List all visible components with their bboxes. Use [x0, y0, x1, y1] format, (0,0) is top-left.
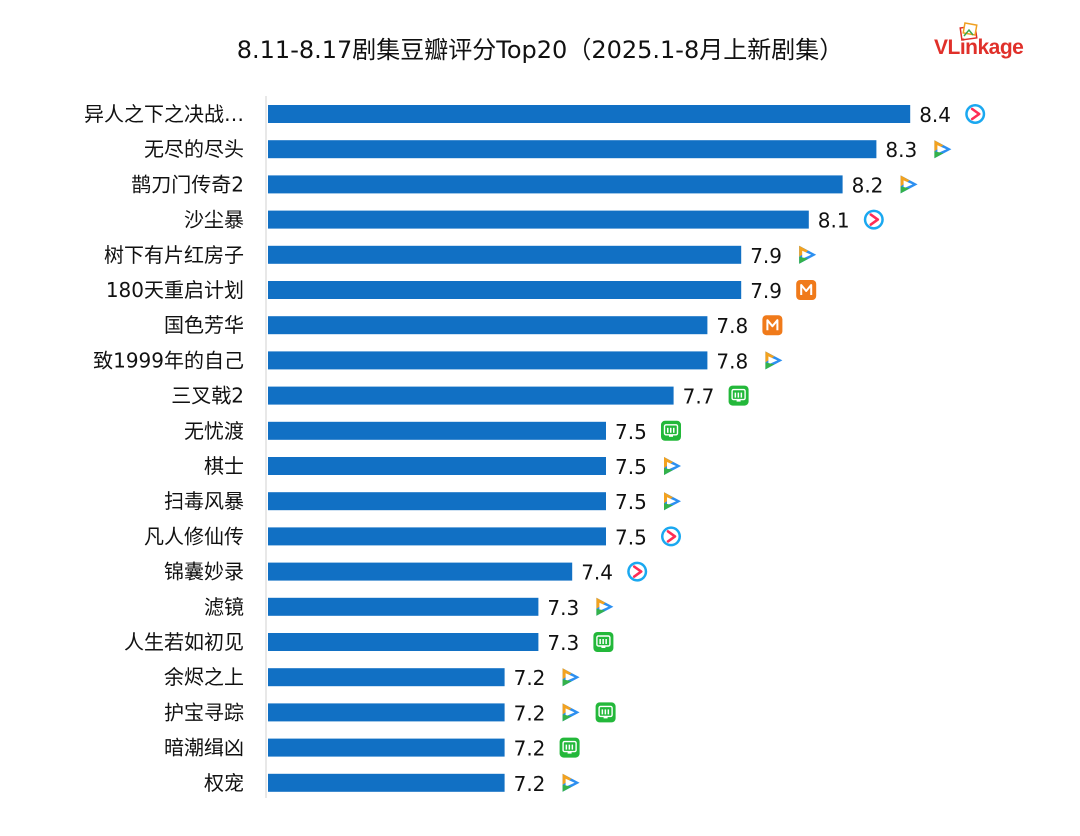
tencent-video-icon — [596, 597, 614, 616]
iqiyi-icon — [595, 702, 616, 723]
bar — [268, 492, 606, 511]
category-label: 暗潮缉凶 — [164, 736, 244, 760]
youku-icon — [627, 561, 648, 582]
mango-tv-icon — [762, 315, 783, 336]
bar — [268, 527, 606, 546]
value-label: 8.2 — [852, 173, 884, 197]
bar — [268, 738, 505, 757]
bar — [268, 386, 674, 405]
tencent-video-icon — [664, 492, 681, 511]
bar — [268, 703, 505, 722]
value-label: 7.5 — [615, 525, 647, 549]
category-label: 无忧渡 — [184, 419, 244, 443]
value-label: 8.4 — [919, 103, 951, 127]
iqiyi-icon — [728, 385, 749, 406]
iqiyi-icon — [661, 420, 681, 441]
tencent-video-icon — [664, 457, 681, 475]
bar — [268, 210, 809, 229]
category-label: 致1999年的自己 — [93, 348, 244, 372]
bar — [268, 140, 877, 159]
category-label: 锦囊妙录 — [164, 560, 244, 584]
bar — [268, 773, 505, 792]
category-label: 三叉戟2 — [171, 384, 244, 408]
value-label: 7.7 — [683, 385, 715, 409]
value-label: 7.3 — [547, 596, 579, 620]
tencent-video-icon — [562, 773, 580, 792]
tencent-video-icon — [799, 245, 817, 264]
youku-icon — [965, 104, 986, 124]
logo-text: VLinkage — [934, 36, 1024, 59]
bar — [268, 245, 742, 264]
bar — [268, 281, 742, 299]
category-label: 树下有片红房子 — [104, 243, 244, 267]
value-label: 7.5 — [615, 420, 647, 444]
youku-icon — [863, 209, 884, 230]
value-label: 7.9 — [750, 279, 782, 303]
category-label: 异人之下之决战… — [84, 102, 244, 126]
value-label: 7.2 — [514, 701, 546, 725]
category-label: 180天重启计划 — [106, 278, 244, 302]
value-label: 7.5 — [615, 490, 647, 514]
bar — [268, 457, 606, 475]
chart-title: 8.11-8.17剧集豆瓣评分Top20（2025.1-8月上新剧集） — [236, 36, 844, 64]
tencent-video-icon — [900, 175, 918, 194]
vlinkage-logo: VLinkage — [930, 22, 1040, 66]
category-label: 无尽的尽头 — [144, 137, 244, 161]
category-label: 滤镜 — [204, 595, 244, 619]
category-label: 人生若如初见 — [124, 630, 244, 654]
bar — [268, 562, 573, 581]
tencent-video-icon — [934, 140, 952, 159]
value-label: 8.3 — [885, 138, 917, 162]
youku-icon — [661, 526, 681, 547]
chart-rows: 异人之下之决战… 8.4 无尽的尽头 8.3 鹊刀门传奇2 8.2 沙尘暴 8.1 树下有片红房… — [84, 102, 986, 796]
category-label: 沙尘暴 — [184, 208, 244, 232]
bar — [268, 175, 843, 194]
value-label: 7.2 — [514, 737, 546, 761]
value-label: 7.8 — [716, 349, 748, 373]
bar — [268, 597, 539, 616]
bar — [268, 668, 505, 687]
category-label: 扫毒风暴 — [164, 489, 244, 513]
iqiyi-icon — [559, 737, 580, 758]
category-label: 权宠 — [204, 771, 244, 795]
bar — [268, 105, 911, 123]
tencent-video-icon — [765, 351, 783, 370]
bar — [268, 633, 539, 651]
category-label: 鹊刀门传奇2 — [131, 172, 244, 196]
bar — [268, 421, 606, 440]
value-label: 7.5 — [615, 455, 647, 479]
value-label: 7.2 — [514, 666, 546, 690]
logo-mark-icon — [959, 22, 978, 41]
category-label: 护宝寻踪 — [164, 700, 244, 724]
tencent-video-icon — [562, 668, 580, 687]
value-label: 7.8 — [716, 314, 748, 338]
value-label: 7.4 — [581, 561, 613, 585]
category-label: 国色芳华 — [164, 313, 244, 337]
bar — [268, 316, 708, 335]
category-label: 棋士 — [204, 454, 244, 478]
bar — [268, 351, 708, 370]
iqiyi-icon — [593, 632, 614, 652]
value-label: 7.2 — [514, 772, 546, 796]
value-label: 7.9 — [750, 244, 782, 268]
category-label: 余烬之上 — [164, 665, 244, 689]
category-label: 凡人修仙传 — [144, 524, 244, 548]
value-label: 8.1 — [818, 209, 850, 233]
mango-tv-icon — [796, 280, 817, 300]
tencent-video-icon — [562, 703, 580, 722]
value-label: 7.3 — [547, 631, 579, 655]
